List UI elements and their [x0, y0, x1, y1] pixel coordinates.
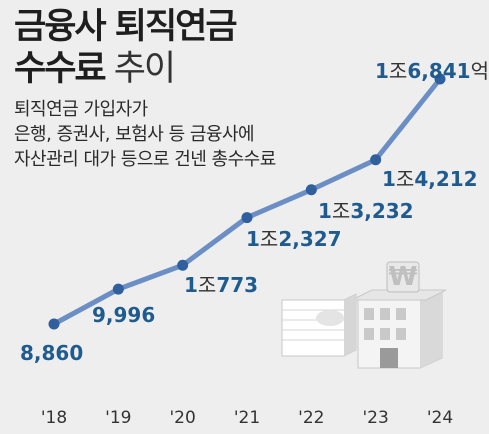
x-tick-0: '18 — [41, 408, 67, 428]
title-sub: 추이 — [104, 49, 176, 89]
data-label-0: 8,860 — [20, 341, 83, 365]
x-tick-2: '20 — [170, 408, 196, 428]
description-line-2: 은행, 증권사, 보험사 등 금융사에 — [14, 124, 255, 145]
data-label-2: 1조773 — [184, 273, 258, 297]
x-tick-5: '23 — [363, 408, 389, 428]
data-point-1 — [112, 283, 124, 295]
description-line-1: 퇴직연금 가입자가 — [14, 99, 148, 120]
x-tick-6: '24 — [427, 408, 453, 428]
data-label-1: 9,996 — [92, 303, 155, 327]
data-label-5: 1조4,212 — [382, 167, 478, 191]
data-point-0 — [48, 318, 60, 330]
chart-description: 퇴직연금 가입자가 은행, 증권사, 보험사 등 금융사에 자산관리 대가 등으… — [14, 97, 276, 172]
data-label-3: 1조2,327 — [246, 227, 342, 251]
data-point-5 — [370, 154, 382, 166]
data-point-6 — [434, 73, 446, 85]
x-tick-3: '21 — [234, 408, 260, 428]
title-line-2: 수수료 추이 — [14, 48, 236, 90]
data-point-4 — [305, 184, 317, 196]
chart-title: 금융사 퇴직연금 수수료 추이 — [14, 6, 238, 90]
data-labels: 8,860 9,996 1조773 1조2,327 1조3,232 1조4,212 1조6,… — [20, 59, 489, 365]
data-markers — [48, 73, 446, 330]
x-tick-4: '22 — [298, 408, 324, 428]
x-axis-ticks: '18 '19 '20 '21 '22 '23 '24 — [41, 408, 453, 428]
bank-illustration: ₩ — [281, 261, 447, 369]
title-main: 수수료 — [14, 49, 107, 89]
data-point-3 — [241, 212, 253, 224]
data-point-2 — [177, 259, 189, 271]
data-label-4: 1조3,232 — [318, 199, 414, 223]
title-line-1: 금융사 퇴직연금 — [14, 7, 238, 47]
x-tick-1: '19 — [105, 408, 131, 428]
data-label-6: 1조6,841억 원 — [375, 59, 489, 83]
description-line-3: 자산관리 대가 등으로 건넨 총수수료 — [14, 149, 276, 170]
won-sign-icon: ₩ — [389, 262, 418, 292]
